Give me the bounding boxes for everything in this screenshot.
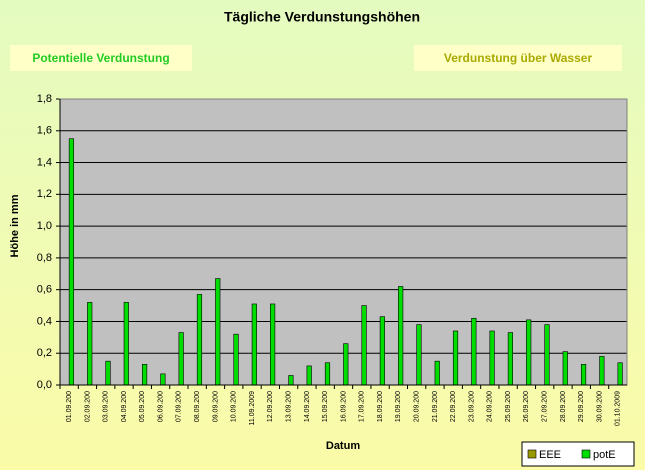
chart-title: Tägliche Verdunstungshöhen <box>224 9 420 25</box>
bar <box>507 332 513 386</box>
bar <box>398 286 404 386</box>
bar <box>617 362 623 386</box>
y-tick-label: 1,6 <box>37 125 52 137</box>
y-tick-label: 1,4 <box>37 156 52 168</box>
y-tick-label: 1,2 <box>37 188 52 200</box>
x-tick-label: 19.09.200 <box>395 391 402 422</box>
x-tick-label: 30.09.200 <box>596 391 603 422</box>
x-tick-label: 18.09.200 <box>377 391 384 422</box>
x-tick-label: 11.09.2009 <box>249 391 256 426</box>
y-tick-label: 0,8 <box>37 252 52 264</box>
bar <box>160 373 166 386</box>
x-tick-label: 02.09.200 <box>84 391 91 422</box>
bar <box>379 316 385 386</box>
y-tick-label: 0,0 <box>37 379 52 391</box>
bar <box>123 302 129 386</box>
x-tick-label: 29.09.200 <box>578 391 585 422</box>
bar <box>196 294 203 386</box>
x-tick-label: 07.09.200 <box>176 391 183 422</box>
y-tick-label: 0,6 <box>37 284 52 296</box>
x-tick-label: 01.10.2009 <box>615 391 622 426</box>
bar <box>580 364 587 386</box>
x-tick-label: 03.09.200 <box>103 391 110 422</box>
x-tick-label: 16.09.200 <box>340 391 347 422</box>
y-tick-label: 0,4 <box>37 315 52 327</box>
bar <box>233 333 239 386</box>
x-tick-label: 20.09.200 <box>414 391 421 422</box>
x-tick-label: 15.09.200 <box>322 391 329 422</box>
x-tick-label: 13.09.200 <box>285 391 292 422</box>
legend-label: EEE <box>539 449 561 461</box>
legend-label: potE <box>593 449 616 461</box>
x-tick-label: 23.09.200 <box>468 391 475 422</box>
bar <box>324 362 331 386</box>
bar <box>270 303 276 386</box>
tab-button[interactable]: Verdunstung über Wasser <box>414 45 622 71</box>
x-tick-label: 24.09.200 <box>487 391 494 422</box>
x-tick-label: 05.09.200 <box>139 391 146 422</box>
legend-swatch <box>581 449 591 459</box>
bar <box>105 360 111 386</box>
y-tick-label: 1,8 <box>37 93 52 105</box>
bar <box>599 356 605 386</box>
y-axis-label: Höhe in mm <box>9 194 21 257</box>
bar <box>416 324 422 386</box>
legend <box>521 441 635 467</box>
tab-button[interactable]: Potentielle Verdunstung <box>10 45 192 71</box>
bar <box>361 305 367 386</box>
bar <box>178 332 184 386</box>
bar <box>434 360 440 386</box>
x-tick-label: 14.09.200 <box>304 391 311 422</box>
y-tick-label: 1,0 <box>37 220 52 232</box>
bar <box>489 330 495 386</box>
bar <box>251 303 257 386</box>
x-tick-label: 17.09.200 <box>359 391 366 422</box>
x-tick-label: 10.09.200 <box>231 391 238 422</box>
bar <box>142 364 148 386</box>
bar <box>544 324 550 386</box>
bar <box>452 330 459 386</box>
bar <box>562 351 568 386</box>
y-tick-label: 0,2 <box>37 347 52 359</box>
bar <box>343 343 349 386</box>
x-tick-label: 12.09.200 <box>267 391 274 422</box>
bar <box>526 319 532 386</box>
bar <box>306 365 312 386</box>
legend-swatch <box>527 449 537 459</box>
x-tick-label: 25.09.200 <box>505 391 512 422</box>
x-tick-label: 09.09.200 <box>212 391 219 422</box>
x-tick-label: 01.09.200 <box>66 391 73 422</box>
x-tick-label: 08.09.200 <box>194 391 201 422</box>
x-tick-label: 06.09.200 <box>157 391 164 422</box>
bar <box>471 317 477 386</box>
x-tick-label: 22.09.200 <box>450 391 457 422</box>
plot-area <box>60 99 627 385</box>
bar <box>215 278 221 386</box>
x-tick-label: 27.09.200 <box>542 391 549 422</box>
x-tick-label: 04.09.200 <box>121 391 128 422</box>
bar <box>87 302 93 386</box>
bar <box>68 138 75 386</box>
x-tick-label: 26.09.200 <box>523 391 530 422</box>
bar <box>288 375 294 386</box>
x-axis-label: Datum <box>326 440 360 452</box>
x-tick-label: 28.09.200 <box>560 391 567 422</box>
x-tick-label: 21.09.200 <box>432 391 439 422</box>
